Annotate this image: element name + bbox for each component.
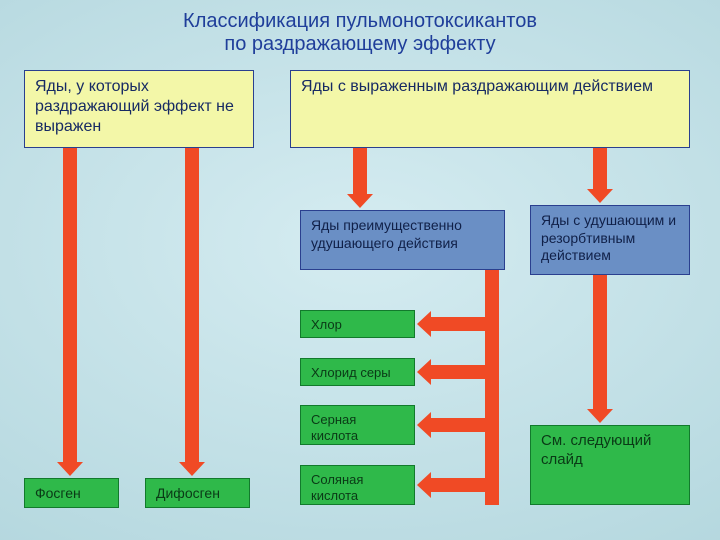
arrows: [0, 0, 720, 540]
